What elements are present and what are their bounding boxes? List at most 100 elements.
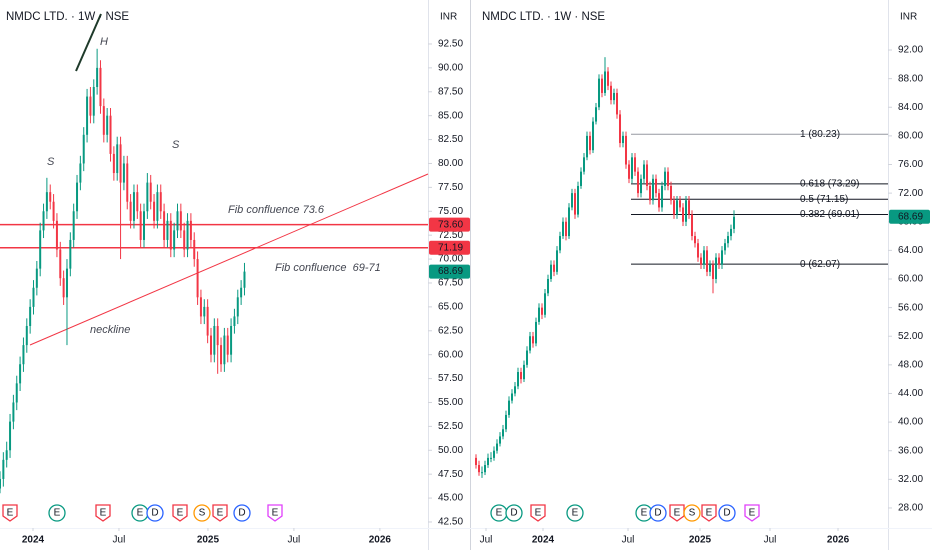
candle-body (706, 250, 709, 272)
candle-body (243, 271, 246, 288)
fib-label: 0.5 (71.15) (800, 194, 848, 205)
candle-body (646, 164, 649, 186)
candle-body (112, 153, 115, 174)
candle-body (29, 306, 32, 326)
candle-body (55, 220, 58, 250)
event-icon (505, 504, 523, 522)
fib-label: 0.382 (69.01) (800, 209, 860, 220)
candle-body (62, 278, 65, 298)
candle-body (109, 115, 112, 154)
candle-body (116, 144, 119, 174)
candle-body (475, 457, 478, 466)
event-letter: D (238, 508, 245, 519)
candle-body (82, 134, 85, 164)
event-icon (2, 504, 18, 522)
event-icon (146, 504, 164, 522)
candle-body (685, 200, 688, 222)
fib-label: 0.618 (73.29) (800, 179, 860, 190)
x-tick-label: 2024 (532, 535, 555, 546)
candle-body (586, 135, 589, 158)
candle-body (59, 249, 62, 279)
event-icon (193, 504, 211, 522)
candle-body (119, 144, 122, 183)
candle-body (203, 306, 206, 317)
candle-body (643, 164, 646, 179)
x-tick-label: 2026 (827, 535, 850, 546)
candle-body (526, 350, 529, 365)
candle-body (106, 115, 109, 135)
candle-body (76, 182, 79, 212)
candle-body (478, 465, 481, 473)
candle-body (697, 243, 700, 258)
candle-body (694, 236, 697, 244)
event-icon (649, 504, 667, 522)
candle-body (176, 211, 179, 231)
candle-body (556, 250, 559, 272)
candle-body (223, 335, 226, 365)
candle-body (535, 321, 538, 344)
candle-body (601, 78, 604, 93)
candle-body (625, 135, 628, 165)
candle-body (691, 214, 694, 237)
candle-body (5, 450, 8, 460)
candle-body (571, 193, 574, 208)
candle-body (65, 268, 68, 298)
candle-body (583, 157, 586, 172)
fib-label: 1 (80.23) (800, 129, 840, 140)
x-tick-label: 2026 (369, 535, 392, 546)
y-tick-label: 47.50 (438, 469, 463, 480)
y-tick-label: 52.00 (898, 331, 923, 342)
y-tick-label: 80.00 (898, 131, 923, 142)
y-tick-label: 57.50 (438, 373, 463, 384)
candle-body (12, 402, 15, 422)
candle-body (96, 67, 99, 87)
last-price-label: 68.69 (438, 266, 463, 277)
candle-body (169, 220, 172, 250)
candle-body (511, 393, 514, 401)
candle-body (86, 96, 89, 135)
candle-body (173, 230, 176, 250)
annotation: S (47, 156, 55, 168)
y-tick-label: 85.00 (438, 110, 463, 121)
candle-body (514, 386, 517, 394)
candle-body (505, 414, 508, 430)
candle-body (484, 465, 487, 473)
y-tick-label: 44.00 (898, 388, 923, 399)
price-tag (429, 217, 470, 232)
x-tick-label: 2025 (689, 535, 712, 546)
x-tick-label: Jul (764, 535, 777, 546)
candle-body (230, 325, 233, 355)
candle-body (69, 239, 72, 269)
fib-label: 0 (62.07) (800, 259, 840, 270)
y-tick-label: 45.00 (438, 493, 463, 504)
price-tag-label: 73.60 (438, 219, 463, 230)
candle-body (72, 211, 75, 240)
x-tick-label: Jul (622, 535, 635, 546)
event-letter: D (723, 508, 730, 519)
candle-body (658, 193, 661, 208)
event-letter: D (510, 508, 517, 519)
candle-body (493, 450, 496, 458)
candle-body (122, 163, 125, 183)
candle-body (679, 200, 682, 208)
candle-body (99, 67, 102, 107)
y-tick-label: 67.50 (438, 278, 463, 289)
chart-title: NMDC LTD. · 1W · NSE (482, 11, 605, 23)
annotation: Fib confluence 69-71 (275, 262, 381, 274)
event-letter: E (674, 508, 681, 519)
candle-body (529, 336, 532, 351)
candle-body (532, 336, 535, 344)
event-icon (48, 504, 66, 522)
annotation: neckline (90, 324, 130, 336)
event-letter: S (199, 508, 206, 519)
candle-body (673, 200, 676, 215)
annotation: H (100, 36, 108, 48)
candle-body (2, 459, 5, 479)
y-tick-label: 92.50 (438, 39, 463, 50)
event-letter: D (151, 508, 158, 519)
candle-body (538, 307, 541, 322)
candle-body (688, 200, 691, 215)
candle-body (179, 211, 182, 231)
candle-body (102, 106, 105, 135)
